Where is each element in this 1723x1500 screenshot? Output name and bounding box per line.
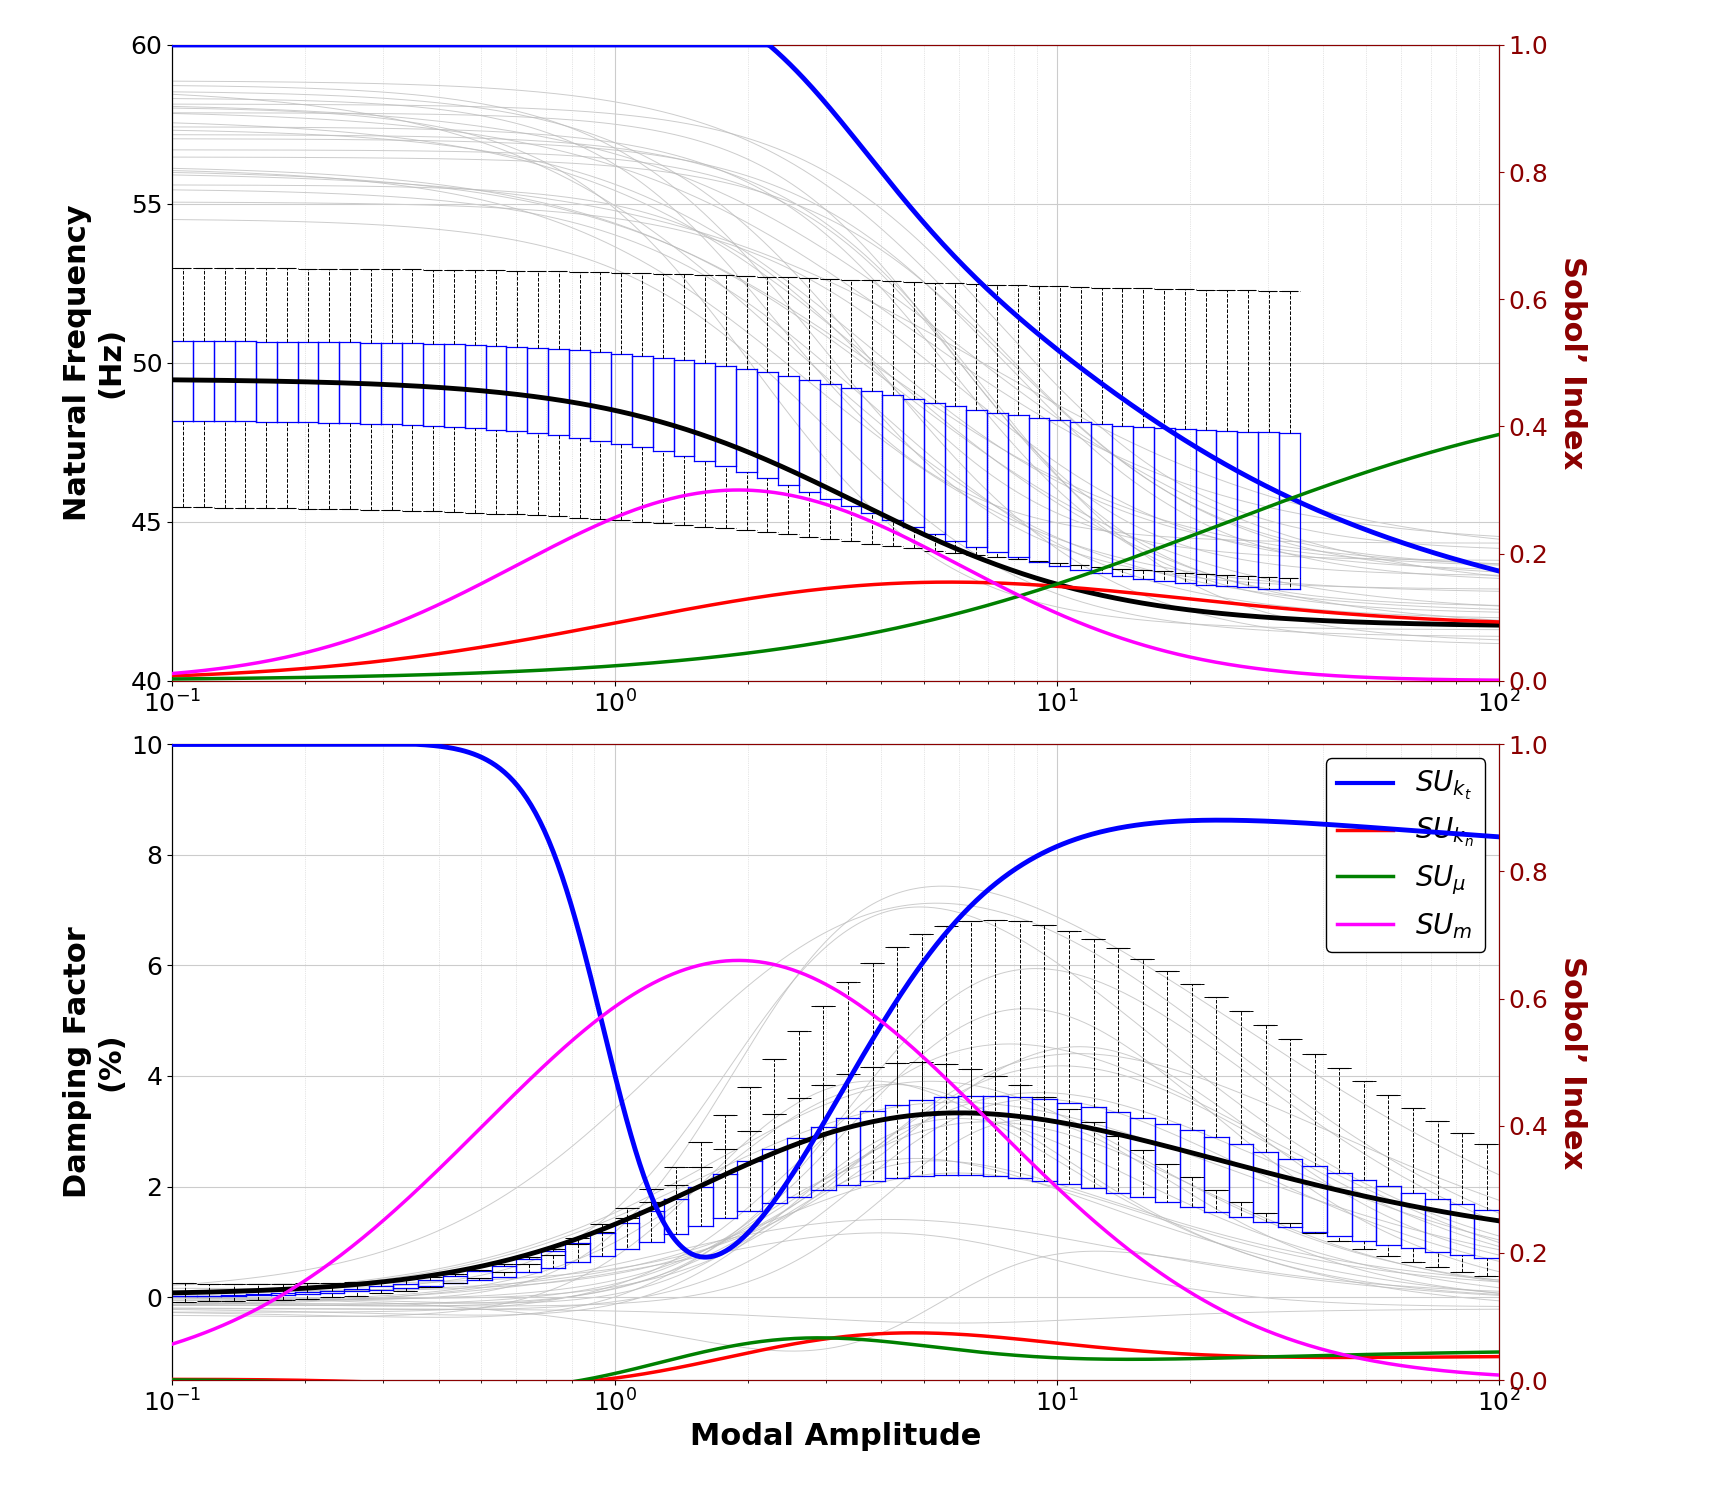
Y-axis label: Natural Frequency
(Hz): Natural Frequency (Hz) [62,204,126,520]
Y-axis label: Sobol’ Index: Sobol’ Index [1559,956,1587,1168]
X-axis label: Modal Amplitude: Modal Amplitude [689,1422,982,1452]
Y-axis label: Damping Factor
(%): Damping Factor (%) [62,927,126,1198]
Y-axis label: Sobol’ Index: Sobol’ Index [1559,256,1587,470]
Legend: $SU_{k_t}$, $SU_{k_n}$, $SU_{\mu}$, $SU_m$: $SU_{k_t}$, $SU_{k_n}$, $SU_{\mu}$, $SU_… [1327,758,1485,952]
